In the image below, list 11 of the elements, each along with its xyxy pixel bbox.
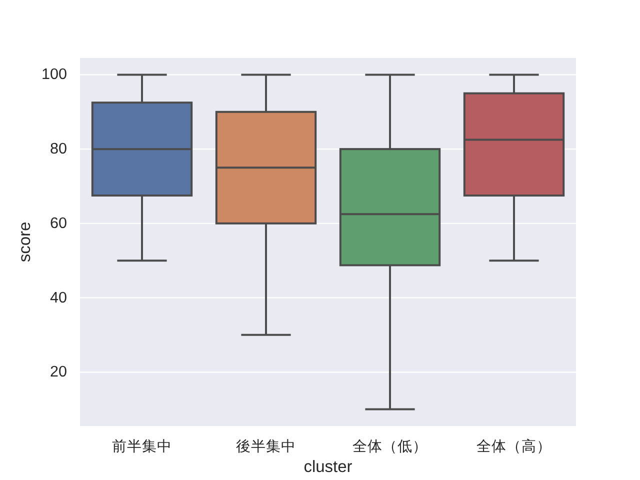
ytick: 100: [41, 66, 67, 84]
xlabel: cluster: [304, 458, 352, 476]
ytick: 60: [50, 214, 67, 232]
xtick: 後半集中: [236, 439, 296, 455]
ylabel: score: [16, 222, 34, 262]
xtick: 全体（高）: [476, 439, 552, 455]
ytick: 80: [50, 140, 67, 158]
xtick: 前半集中: [112, 439, 172, 455]
ytick: 20: [50, 364, 67, 381]
xtick: 全体（低）: [352, 439, 428, 455]
ytick: 40: [50, 289, 67, 306]
